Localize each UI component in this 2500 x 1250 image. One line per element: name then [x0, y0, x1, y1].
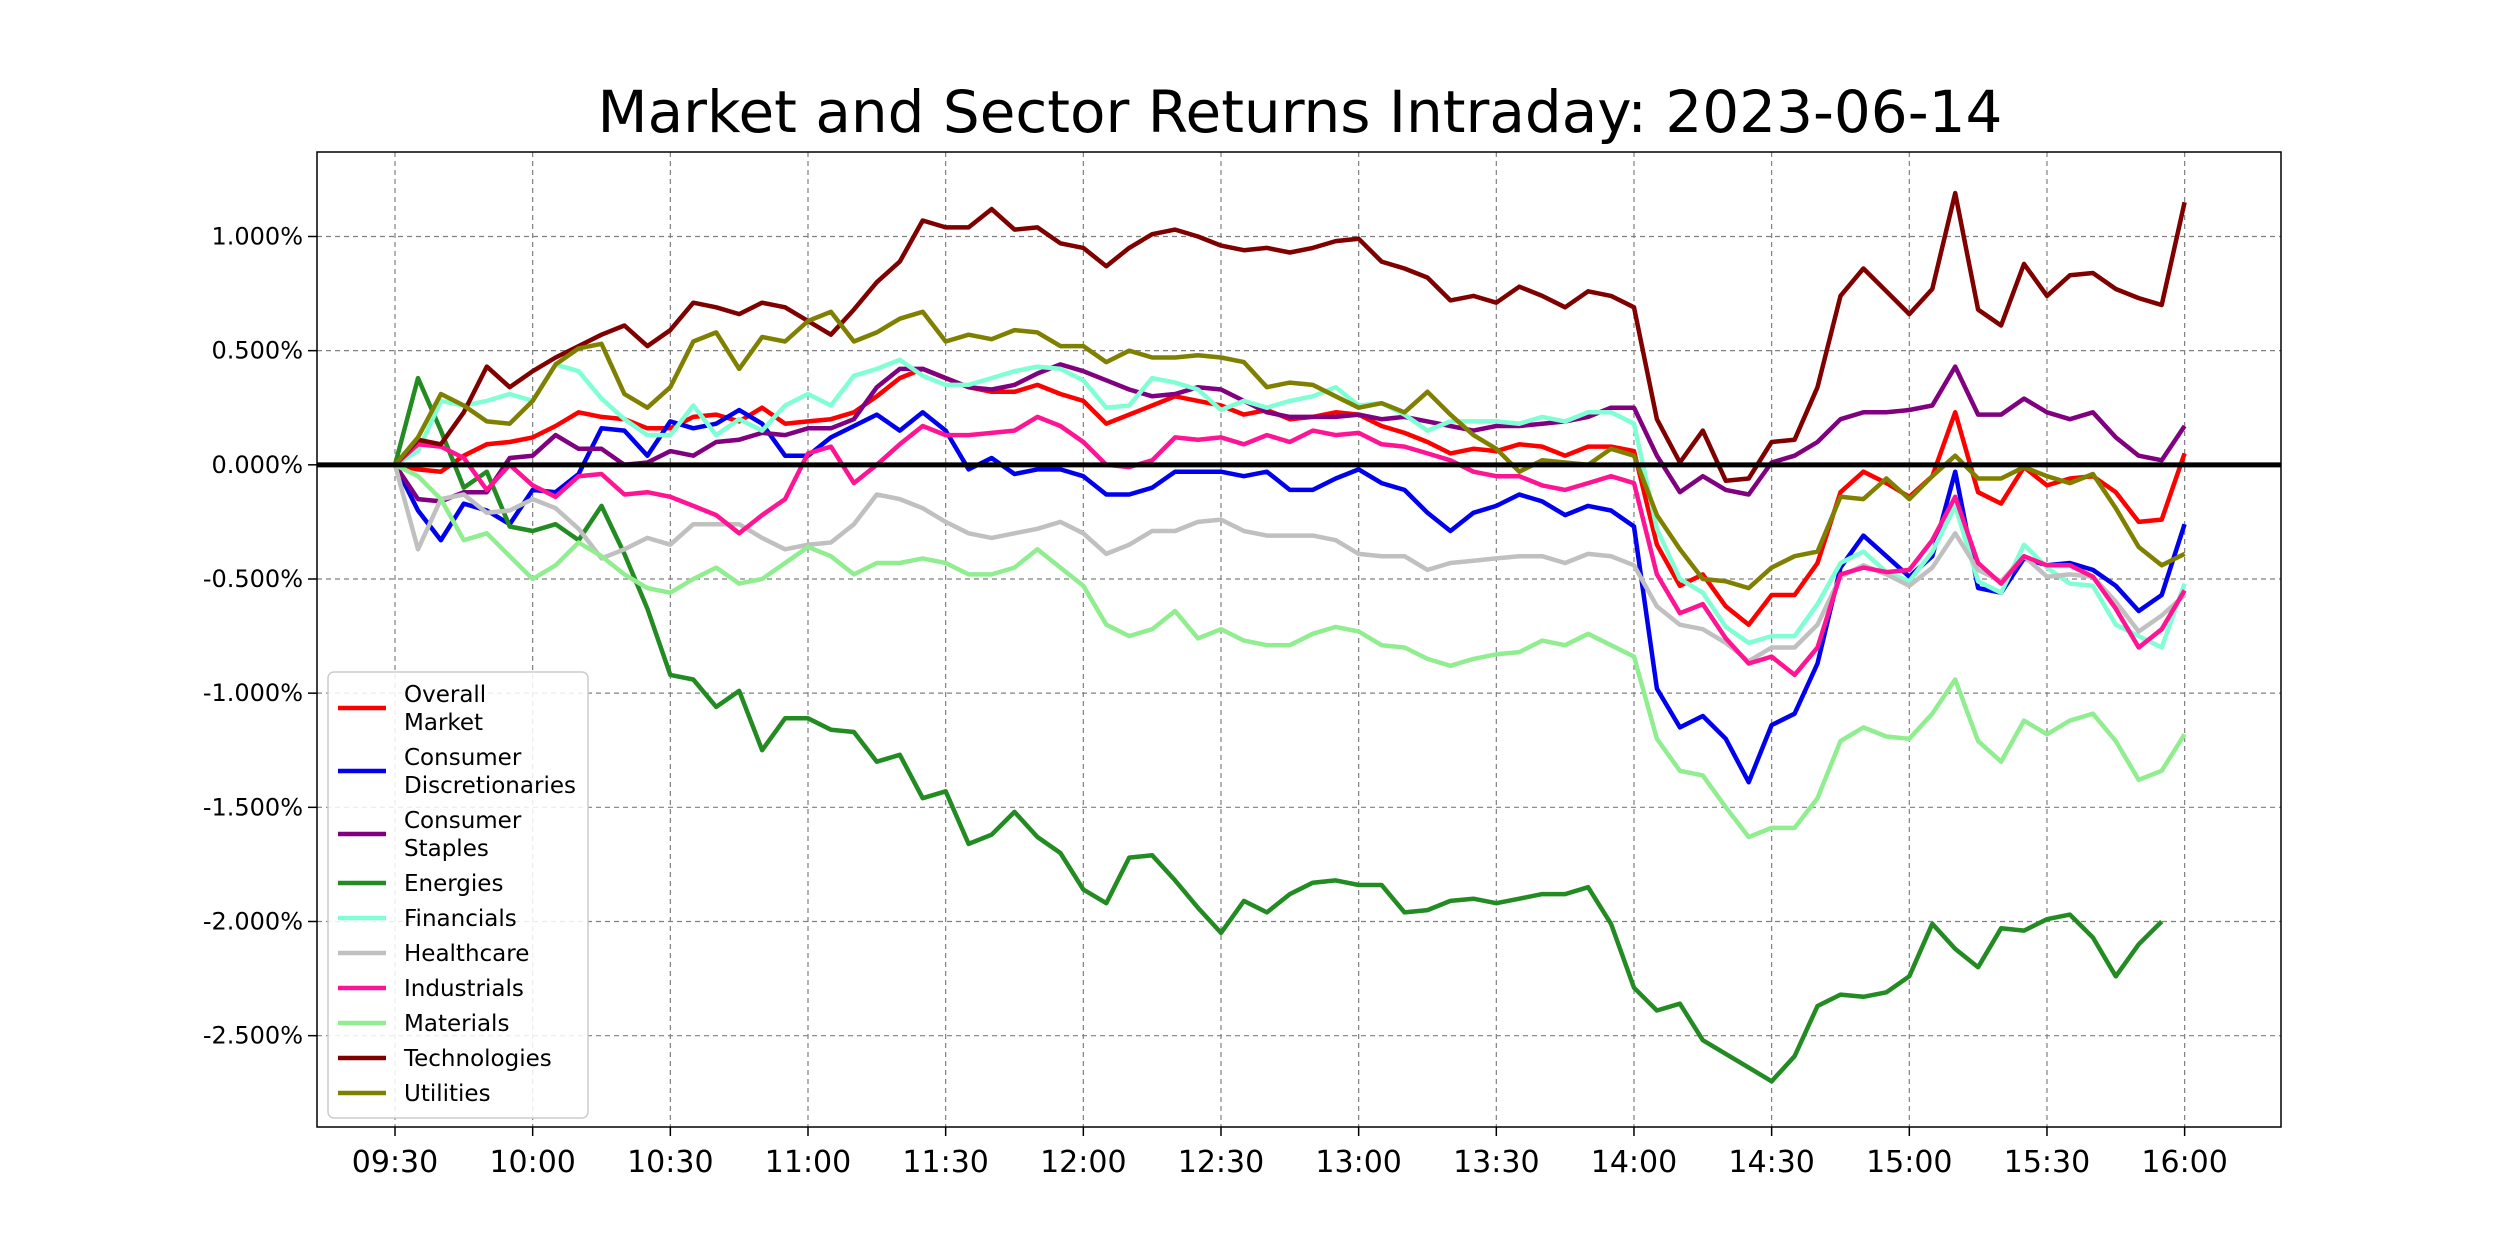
y-tick-label: -2.000%: [203, 907, 303, 935]
chart-title: Market and Sector Returns Intraday: 2023…: [598, 78, 2003, 146]
legend-label: Overall Market: [404, 682, 486, 736]
x-tick-label: 15:00: [1866, 1145, 1952, 1180]
series-line-8: [393, 190, 2187, 484]
legend-label: Consumer Discretionaries: [404, 745, 576, 799]
series-line-5: [392, 464, 2187, 664]
legend-label: Consumer Staples: [404, 808, 522, 862]
x-tick-label: 13:00: [1315, 1145, 1401, 1180]
x-axis-ticks: 09:30 10:00 10:30 11:00 11:30 12:00 12:30 13:00…: [352, 1127, 2228, 1180]
y-tick-label: -0.500%: [203, 565, 303, 593]
series-line-3: [392, 375, 2164, 1084]
x-tick-label: 14:00: [1591, 1145, 1677, 1180]
legend-label: Energies: [404, 871, 503, 897]
y-tick-label: 1.000%: [211, 222, 303, 250]
x-tick-label: 12:30: [1178, 1145, 1264, 1180]
x-tick-label: 16:00: [2141, 1145, 2227, 1180]
series-line-2: [393, 362, 2187, 504]
y-tick-label: 0.500%: [211, 337, 303, 365]
x-tick-label: 11:00: [765, 1145, 851, 1180]
x-tick-label: 14:30: [1728, 1145, 1814, 1180]
series-lines: [392, 190, 2187, 1084]
y-tick-label: -1.500%: [203, 793, 303, 821]
y-tick-label: 0.000%: [211, 451, 303, 479]
series-line-9: [393, 309, 2186, 591]
legend-label: Materials: [404, 1011, 509, 1037]
legend-box: [327, 671, 589, 1119]
legend-label: Industrials: [404, 976, 524, 1002]
y-tick-label: -1.000%: [203, 679, 303, 707]
legend-label: Financials: [404, 906, 517, 932]
series-line-7: [394, 462, 2187, 840]
series-line-4: [393, 357, 2187, 650]
legend-label: Healthcare: [404, 941, 529, 967]
legend: Overall Market Consumer Discretionaries Cons…: [327, 671, 589, 1119]
x-tick-label: 15:30: [2004, 1145, 2090, 1180]
y-tick-label: -2.500%: [203, 1022, 303, 1050]
x-tick-label: 11:30: [902, 1145, 988, 1180]
x-tick-label: 12:00: [1040, 1145, 1126, 1180]
y-axis-ticks: 1.000% 0.500% 0.000% -0.500% -1.000% -1.500% -…: [203, 222, 317, 1050]
series-line-0: [394, 366, 2187, 627]
x-tick-label: 10:30: [627, 1145, 713, 1180]
plot-frame: [316, 151, 2282, 1128]
series-line-6: [393, 414, 2187, 678]
legend-label: Utilities: [404, 1081, 491, 1107]
x-tick-label: 09:30: [352, 1145, 438, 1180]
series-line-1: [392, 407, 2187, 785]
legend-label: Technologies: [403, 1046, 552, 1072]
x-tick-label: 10:00: [489, 1145, 575, 1180]
x-tick-label: 13:30: [1453, 1145, 1539, 1180]
